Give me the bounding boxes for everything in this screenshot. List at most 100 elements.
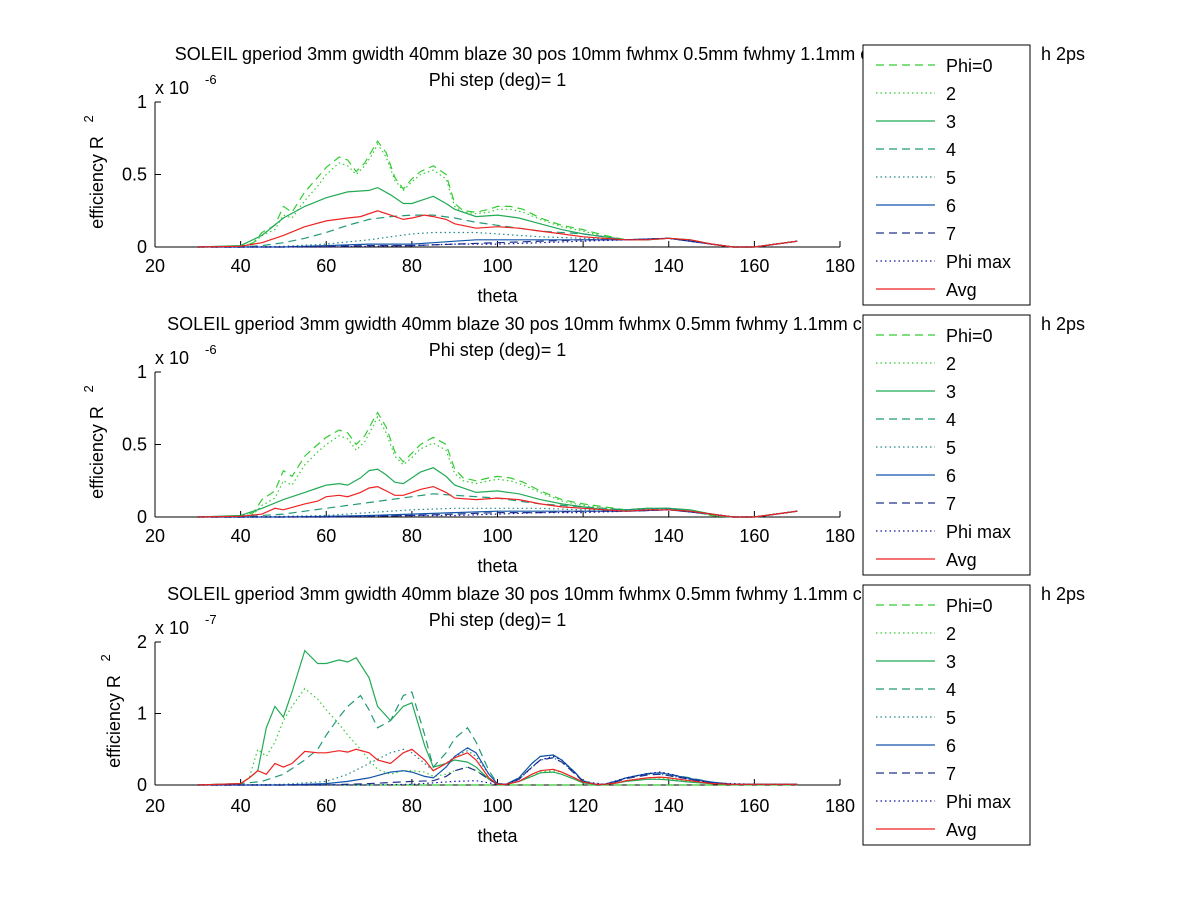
x-axis-label: theta <box>477 826 518 846</box>
axis-multiplier-exponent: -6 <box>205 72 217 87</box>
x-tick-label: 100 <box>482 526 512 546</box>
y-tick-label: 0 <box>137 775 147 795</box>
legend-entry: 2 <box>946 624 956 644</box>
legend-entry: 3 <box>946 382 956 402</box>
plot-area <box>155 642 840 785</box>
series-line-5 <box>197 231 798 248</box>
y-axis-label-superscript: 2 <box>81 115 96 122</box>
legend-entry: 7 <box>946 764 956 784</box>
legend-entry: 6 <box>946 196 956 216</box>
legend-entry: Phi=0 <box>946 326 993 346</box>
legend-entry: Avg <box>946 550 977 570</box>
y-axis-label-superscript: 2 <box>81 385 96 392</box>
legend-entry: Phi max <box>946 522 1011 542</box>
chart-title: SOLEIL gperiod 3mm gwidth 40mm blaze 30 … <box>175 44 916 64</box>
plot-area <box>155 372 840 517</box>
x-tick-label: 40 <box>231 526 251 546</box>
legend-entry: Phi=0 <box>946 596 993 616</box>
legend-entry: Avg <box>946 280 977 300</box>
legend-entry: 5 <box>946 438 956 458</box>
x-tick-label: 80 <box>402 256 422 276</box>
legend-entry: 4 <box>946 680 956 700</box>
chart-title: SOLEIL gperiod 3mm gwidth 40mm blaze 30 … <box>167 584 923 604</box>
x-tick-label: 120 <box>568 256 598 276</box>
subplot-2: SOLEIL gperiod 3mm gwidth 40mm blaze 30 … <box>81 314 1085 576</box>
x-tick-label: 160 <box>739 526 769 546</box>
legend-entry: Avg <box>946 820 977 840</box>
y-axis-label-group: efficiency R 2 <box>81 385 107 499</box>
x-tick-label: 120 <box>568 526 598 546</box>
y-axis-label-superscript: 2 <box>98 654 113 661</box>
x-tick-label: 60 <box>316 526 336 546</box>
legend-box <box>862 314 1031 576</box>
x-tick-label: 180 <box>825 526 855 546</box>
y-tick-label: 0.5 <box>122 165 147 185</box>
axis-multiplier: x 10 <box>155 348 189 368</box>
x-tick-label: 60 <box>316 256 336 276</box>
x-tick-label: 40 <box>231 796 251 816</box>
y-tick-label: 0 <box>137 507 147 527</box>
x-tick-label: 80 <box>402 526 422 546</box>
legend-entry: 4 <box>946 140 956 160</box>
legend-entry: 2 <box>946 84 956 104</box>
chart-title-end: h 2ps <box>1041 44 1085 64</box>
legend: Phi=0 2 3 4 5 6 7 Phi max Avg <box>862 584 1031 846</box>
x-tick-label: 120 <box>568 796 598 816</box>
axis-multiplier: x 10 <box>155 618 189 638</box>
axis-multiplier-exponent: -6 <box>205 342 217 357</box>
legend-entry: 5 <box>946 168 956 188</box>
x-tick-label: 80 <box>402 796 422 816</box>
chart-subtitle: Phi step (deg)= 1 <box>429 610 567 630</box>
chart-subtitle: Phi step (deg)= 1 <box>429 70 567 90</box>
x-tick-label: 100 <box>482 256 512 276</box>
legend-entry: 7 <box>946 494 956 514</box>
axis-multiplier: x 10 <box>155 78 189 98</box>
x-tick-label: 160 <box>739 256 769 276</box>
legend: Phi=0 2 3 4 5 6 7 Phi max Avg <box>862 44 1031 306</box>
x-tick-label: 60 <box>316 796 336 816</box>
chart-subtitle: Phi step (deg)= 1 <box>429 340 567 360</box>
legend-entry: 3 <box>946 652 956 672</box>
x-tick-label: 160 <box>739 796 769 816</box>
x-tick-label: 180 <box>825 256 855 276</box>
axis-multiplier-exponent: -7 <box>205 612 217 627</box>
legend-entry: Phi max <box>946 792 1011 812</box>
series-line-2 <box>197 142 798 248</box>
x-tick-label: 140 <box>654 796 684 816</box>
y-tick-label: 2 <box>137 632 147 652</box>
subplot-3: SOLEIL gperiod 3mm gwidth 40mm blaze 30 … <box>98 584 1085 846</box>
x-tick-label: 20 <box>145 526 165 546</box>
subplot-1: SOLEIL gperiod 3mm gwidth 40mm blaze 30 … <box>81 44 1085 306</box>
x-tick-label: 40 <box>231 256 251 276</box>
series-line-avg <box>197 748 798 786</box>
x-tick-label: 140 <box>654 256 684 276</box>
legend-entry: 4 <box>946 410 956 430</box>
series-line-avg <box>197 210 798 248</box>
x-tick-label: 180 <box>825 796 855 816</box>
x-tick-label: 20 <box>145 796 165 816</box>
legend-entry: Phi max <box>946 252 1011 272</box>
legend-entry: 7 <box>946 224 956 244</box>
legend-entry: 2 <box>946 354 956 374</box>
y-tick-label: 1 <box>137 362 147 382</box>
legend-box <box>862 44 1031 306</box>
legend-entry: 3 <box>946 112 956 132</box>
legend-entry: Phi=0 <box>946 56 993 76</box>
chart-title-end: h 2ps <box>1041 584 1085 604</box>
y-axis-label: efficiency R <box>104 675 124 768</box>
y-axis-label: efficiency R <box>87 136 107 229</box>
y-tick-label: 0.5 <box>122 435 147 455</box>
x-tick-label: 100 <box>482 796 512 816</box>
legend-entry: 6 <box>946 736 956 756</box>
y-axis-label: efficiency R <box>87 406 107 499</box>
legend-entry: 6 <box>946 466 956 486</box>
series-line-4 <box>197 214 798 248</box>
legend-box <box>862 584 1031 846</box>
y-axis-label-group: efficiency R 2 <box>81 115 107 229</box>
legend: Phi=0 2 3 4 5 6 7 Phi max Avg <box>862 314 1031 576</box>
y-tick-label: 0 <box>137 237 147 257</box>
x-axis-label: theta <box>477 286 518 306</box>
series-line-phi-max <box>197 755 798 786</box>
series-line-6 <box>197 747 798 786</box>
